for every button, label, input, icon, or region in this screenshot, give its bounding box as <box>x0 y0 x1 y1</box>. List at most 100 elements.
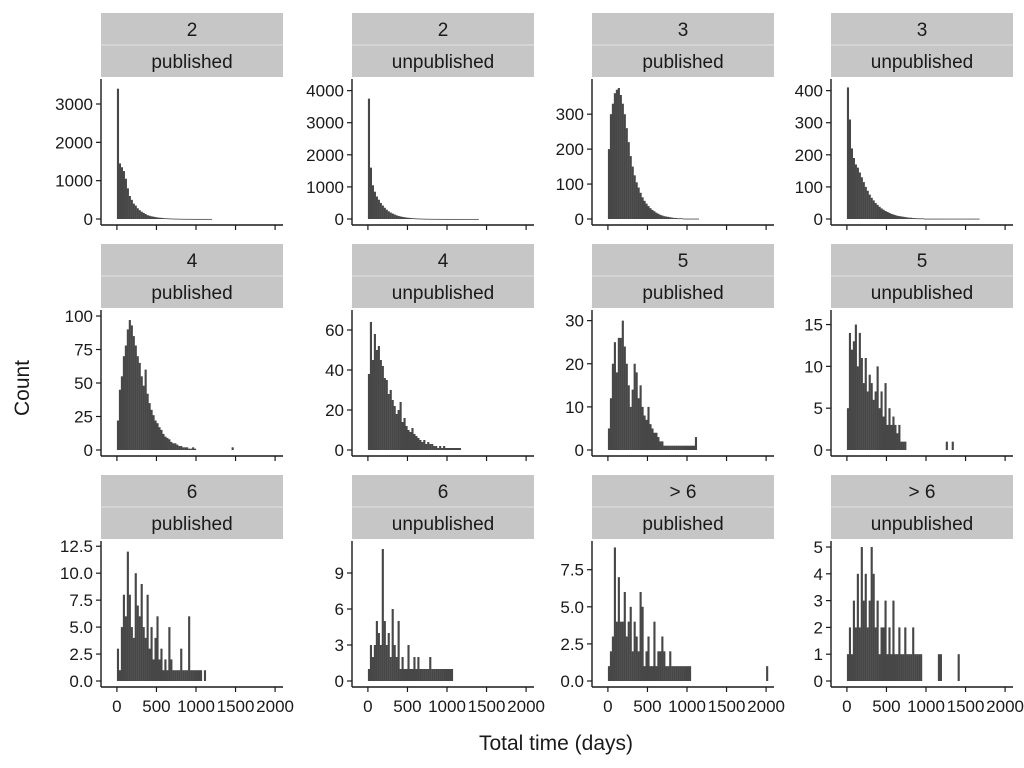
histogram-bar <box>888 627 891 681</box>
histogram-bar <box>920 218 923 220</box>
histogram-bar <box>415 218 418 220</box>
histogram-bar <box>685 666 688 681</box>
histogram-bar <box>172 443 175 450</box>
histogram-bar <box>949 218 952 220</box>
histogram-bar <box>393 645 396 681</box>
facet-label-row2: unpublished <box>392 52 494 73</box>
histogram-bar <box>681 218 684 220</box>
histogram-bar <box>456 218 460 220</box>
y-tick-label: 0 <box>814 672 823 691</box>
y-tick-label: 9 <box>335 564 344 583</box>
histogram-bar <box>898 627 901 681</box>
histogram-bar <box>437 218 440 220</box>
y-tick-label: 5 <box>814 538 823 557</box>
y-tick-label: 50 <box>74 374 93 393</box>
histogram-bar <box>649 666 652 681</box>
histogram-bar <box>367 98 371 219</box>
histogram-bar <box>920 654 923 681</box>
histogram-bar <box>621 320 624 451</box>
histogram-bar <box>959 218 962 220</box>
histogram-bar <box>663 651 666 681</box>
histogram-bar <box>150 627 153 681</box>
histogram-bar <box>878 654 881 681</box>
histogram-bar <box>953 218 956 220</box>
histogram-bar <box>160 217 163 219</box>
histogram-bar <box>401 422 404 450</box>
histogram-bar <box>880 391 883 450</box>
histogram-bar <box>156 217 159 219</box>
histogram-bar <box>395 215 398 219</box>
histogram-bar <box>407 217 410 219</box>
histogram-bar <box>132 203 135 219</box>
y-tick-label: 2000 <box>55 133 93 152</box>
histogram-bar <box>203 218 207 220</box>
histogram-bar <box>643 415 646 450</box>
histogram-bar <box>443 218 446 220</box>
y-tick-label: 3 <box>814 592 823 611</box>
histogram-bar <box>625 636 628 681</box>
histogram-bar <box>896 215 899 219</box>
x-tick-label: 0 <box>842 697 851 716</box>
histogram-bar <box>393 406 396 450</box>
histogram-bar <box>937 654 940 681</box>
histogram-bar <box>128 320 131 450</box>
histogram-bar <box>880 627 883 681</box>
y-tick-label: 0 <box>335 441 344 460</box>
histogram-bar <box>846 408 850 450</box>
histogram-bar <box>383 207 386 219</box>
histogram-bar <box>427 669 430 681</box>
histogram-bar <box>395 414 398 450</box>
histogram-bar <box>197 670 201 681</box>
histogram-bar <box>965 218 968 220</box>
histogram-bar <box>649 208 652 219</box>
histogram-bar <box>168 627 171 681</box>
histogram-bar <box>140 583 143 681</box>
histogram-bar <box>379 202 382 219</box>
histogram-bar <box>623 591 626 681</box>
histogram-bar <box>435 218 438 220</box>
histogram-bar <box>607 149 611 219</box>
histogram-bar <box>888 408 891 450</box>
histogram-bar <box>637 398 640 450</box>
histogram-bar <box>439 669 442 681</box>
histogram-bar <box>178 218 181 220</box>
histogram-bar <box>433 218 436 220</box>
x-tick-label: 500 <box>633 697 661 716</box>
histogram-bar <box>902 216 905 219</box>
histogram-bar <box>633 621 636 681</box>
histogram-bar <box>878 408 881 450</box>
histogram-bar <box>377 199 380 219</box>
x-tick-label: 2000 <box>747 697 785 716</box>
histogram-bar <box>617 577 620 681</box>
histogram-bar <box>172 218 175 220</box>
histogram-bar <box>852 158 855 219</box>
histogram-bar <box>122 171 125 219</box>
histogram-bar <box>876 366 879 450</box>
histogram-bar <box>120 627 123 681</box>
histogram-bar <box>166 437 169 450</box>
histogram-bar <box>888 212 891 219</box>
histogram-bar <box>138 210 141 219</box>
histogram-bar <box>203 670 207 681</box>
histogram-bar <box>168 218 171 220</box>
histogram-bar <box>186 447 189 450</box>
histogram-bar <box>369 167 373 219</box>
histogram-bar <box>148 403 151 450</box>
histogram-bar <box>170 659 173 681</box>
histogram-bar <box>460 218 463 220</box>
histogram-bar <box>389 212 392 219</box>
histogram-bar <box>150 409 153 450</box>
histogram-bar <box>669 651 672 681</box>
histogram-bar <box>613 547 616 681</box>
histogram-bar <box>197 218 201 220</box>
histogram-bar <box>124 345 127 450</box>
histogram-bar <box>631 166 634 219</box>
y-tick-label: 5.0 <box>69 618 93 637</box>
histogram-bar <box>645 419 648 450</box>
histogram-bar <box>874 391 877 450</box>
histogram-bar <box>939 218 942 220</box>
facet-panel: 4 unpublished 0 20 40 60 <box>325 244 534 461</box>
histogram-bar <box>894 215 897 219</box>
histogram-bar <box>170 441 173 450</box>
